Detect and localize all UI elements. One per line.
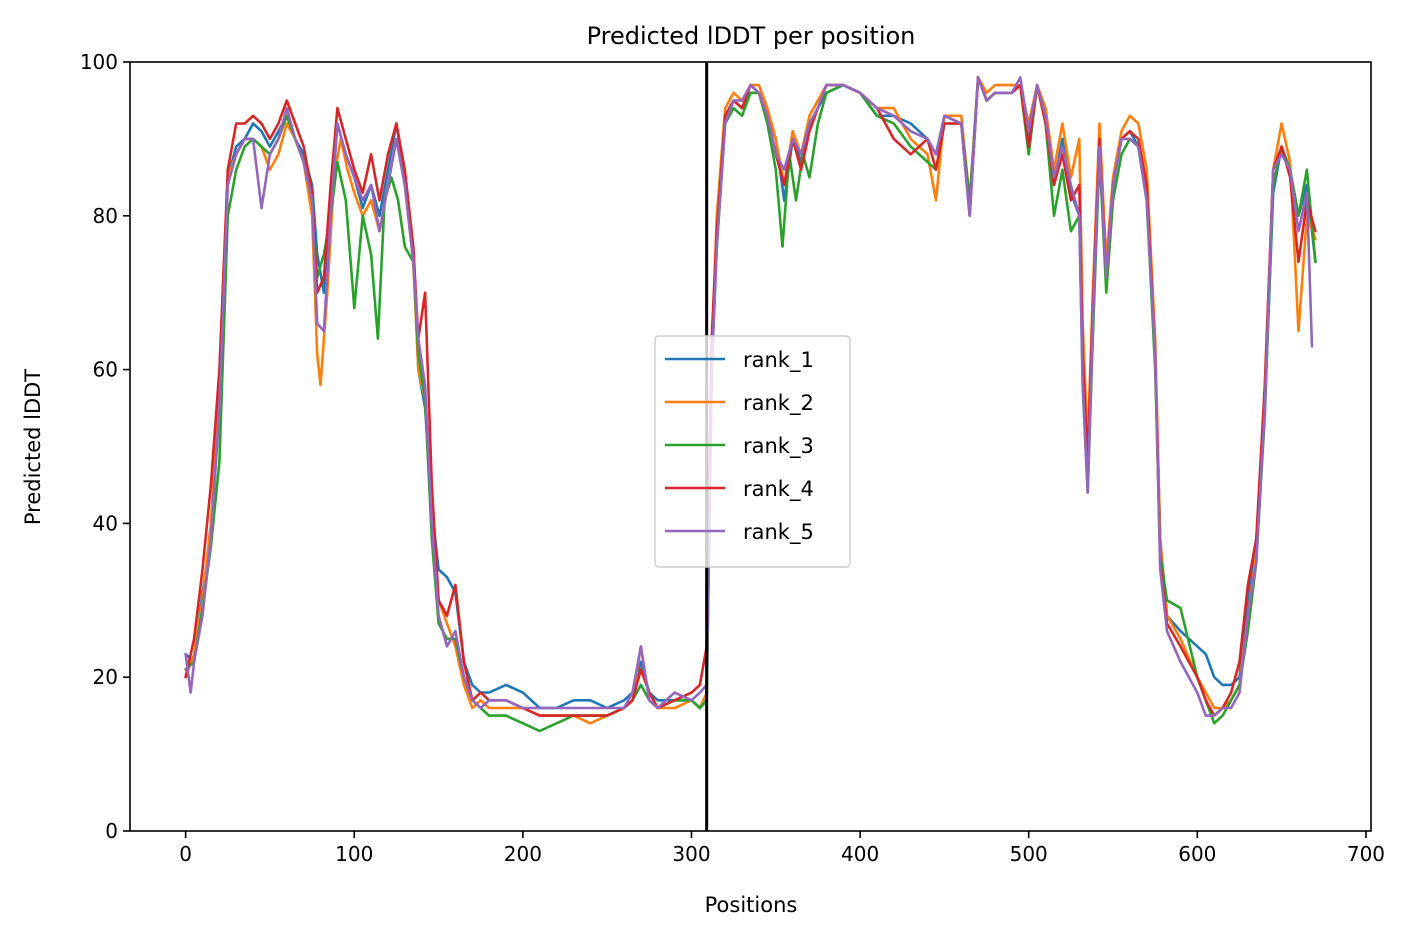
y-tick-label: 20 (93, 665, 118, 689)
y-tick-label: 100 (80, 50, 118, 74)
x-tick-label: 300 (672, 842, 710, 866)
x-tick-label: 500 (1010, 842, 1048, 866)
legend-box (654, 335, 851, 568)
legend-item-rank-1: rank_1 (665, 348, 814, 373)
y-tick-label: 60 (93, 358, 118, 382)
plot-frame (129, 61, 1372, 832)
x-tick-label: 200 (504, 842, 542, 866)
legend-item-rank-3: rank_3 (665, 434, 814, 459)
legend-item-rank-5: rank_5 (665, 520, 814, 545)
x-axis-title: Positions (705, 893, 798, 917)
series-lines (184, 76, 1317, 733)
legend-label: rank_3 (743, 434, 814, 459)
x-tick-label: 600 (1178, 842, 1216, 866)
legend-label: rank_2 (743, 391, 814, 416)
y-tick-label: 0 (105, 819, 118, 843)
x-tick-label: 700 (1347, 842, 1385, 866)
x-tick-label: 100 (335, 842, 373, 866)
y-axis-title: Predicted lDDT (21, 369, 45, 525)
legend-label: rank_5 (743, 520, 814, 545)
chart-title: Predicted lDDT per position (587, 22, 916, 50)
legend: rank_1 rank_2 rank_3 rank_4 rank_5 (654, 335, 851, 568)
legend-label: rank_4 (743, 477, 814, 502)
y-tick-label: 40 (93, 511, 118, 535)
y-tick-label: 80 (93, 204, 118, 228)
axes: 0 100 200 300 400 500 600 700 0 20 40 60 80 100 (80, 50, 1385, 866)
x-tick-label: 400 (841, 842, 879, 866)
x-tick-label: 0 (179, 842, 192, 866)
series-line-rank-5 (184, 76, 1314, 717)
legend-item-rank-4: rank_4 (665, 477, 814, 502)
legend-label: rank_1 (743, 348, 814, 373)
legend-item-rank-2: rank_2 (665, 391, 814, 416)
